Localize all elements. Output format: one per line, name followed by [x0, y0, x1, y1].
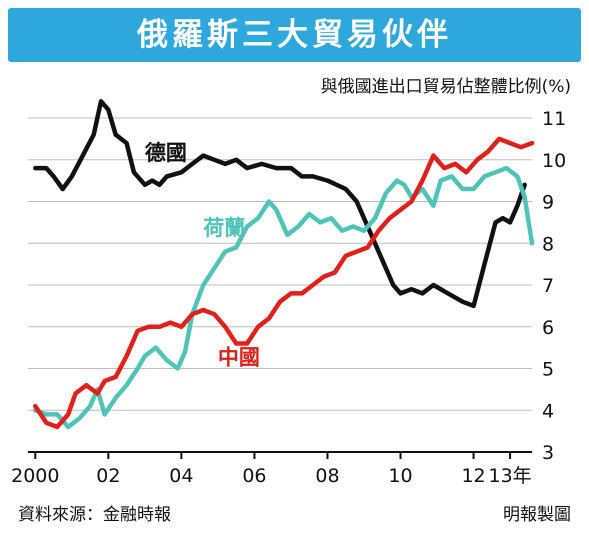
- chart-subtitle: 與俄國進出口貿易佔整體比例(%): [320, 77, 571, 97]
- y-tick-label: 7: [542, 275, 554, 297]
- x-tick-label: 10: [388, 465, 412, 487]
- x-tick-label: 12: [461, 465, 485, 487]
- credit-note: 明報製圖: [503, 505, 571, 525]
- y-tick-label: 9: [542, 192, 554, 214]
- y-tick-label: 10: [542, 150, 566, 172]
- x-tick-label: 08: [315, 465, 339, 487]
- y-tick-label: 8: [542, 233, 554, 255]
- series-label-2: 荷蘭: [203, 216, 245, 240]
- x-tick-label: 2000: [11, 465, 59, 487]
- y-tick-label: 4: [542, 400, 554, 422]
- x-tick-label: 13年: [488, 465, 531, 487]
- y-tick-label: 3: [542, 442, 554, 464]
- y-tick-label: 6: [542, 317, 554, 339]
- y-tick-label: 5: [542, 359, 554, 381]
- x-tick-label: 02: [96, 465, 120, 487]
- title-band: 俄羅斯三大貿易伙伴: [8, 8, 581, 62]
- x-tick-label: 06: [242, 465, 266, 487]
- source-note: 資料來源：金融時報: [18, 505, 171, 525]
- series-line-1: [33, 99, 527, 309]
- x-tick-label: 04: [169, 465, 193, 487]
- series-label-1: 德國: [145, 141, 187, 165]
- chart-title: 俄羅斯三大貿易伙伴: [137, 17, 452, 53]
- series-label-3: 中國: [218, 345, 260, 369]
- series-line-3: [33, 136, 535, 430]
- y-tick-label: 11: [542, 108, 566, 130]
- series-line-2: [33, 165, 535, 430]
